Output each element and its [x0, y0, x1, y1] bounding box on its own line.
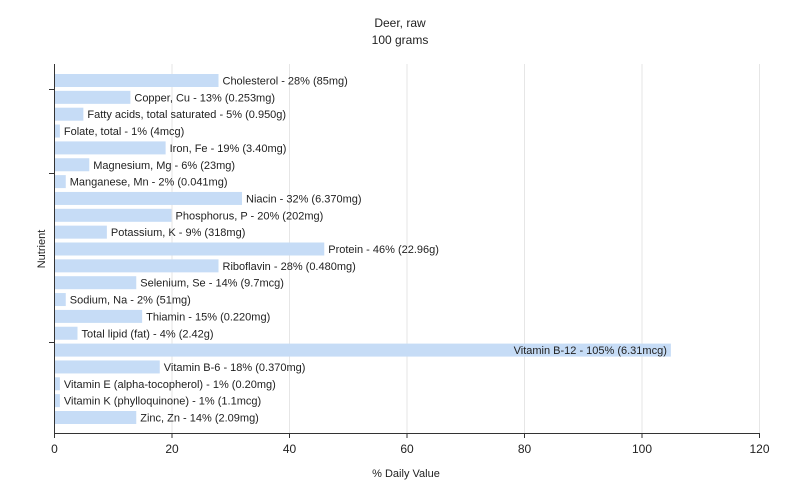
x-tick-label: 100	[632, 442, 652, 456]
bar-label: Selenium, Se - 14% (9.7mcg)	[140, 278, 284, 290]
bar	[55, 107, 84, 121]
x-tick-label: 60	[400, 442, 414, 456]
bar	[55, 259, 219, 273]
bar	[55, 360, 160, 374]
bar-label: Iron, Fe - 19% (3.40mg)	[170, 143, 287, 155]
x-tick-label: 80	[518, 442, 532, 456]
x-tick-label: 120	[749, 442, 769, 456]
bar	[55, 242, 325, 256]
x-axis-label: % Daily Value	[372, 468, 440, 480]
bar-label: Protein - 46% (22.96g)	[328, 244, 439, 256]
bar-label: Thiamin - 15% (0.220mg)	[146, 311, 270, 323]
x-tick-label: 0	[51, 442, 58, 456]
bar-label: Total lipid (fat) - 4% (2.42g)	[82, 328, 214, 340]
bar-label: Phosphorus, P - 20% (202mg)	[176, 210, 324, 222]
bar-label: Magnesium, Mg - 6% (23mg)	[93, 160, 235, 172]
bar	[55, 343, 671, 357]
y-axis-label: Nutrient	[36, 230, 48, 269]
bar-label: Fatty acids, total saturated - 5% (0.950…	[87, 109, 286, 121]
bar-label: Niacin - 32% (6.370mg)	[246, 193, 362, 205]
bar-label: Copper, Cu - 13% (0.253mg)	[134, 92, 275, 104]
bar-label: Zinc, Zn - 14% (2.09mg)	[140, 413, 259, 425]
bar	[55, 191, 242, 205]
grid-lines	[171, 64, 760, 433]
bar	[55, 411, 137, 424]
x-tick-label: 40	[283, 442, 297, 456]
bar	[55, 124, 60, 138]
bar	[55, 175, 66, 189]
bar	[55, 90, 131, 104]
bar	[55, 326, 78, 340]
bar	[55, 377, 60, 391]
x-tick-label: 20	[165, 442, 179, 456]
bar-label: Sodium, Na - 2% (51mg)	[70, 295, 191, 307]
bar	[55, 276, 137, 290]
bar	[55, 74, 219, 87]
bar-label: Cholesterol - 28% (85mg)	[223, 76, 348, 88]
bar-label: Potassium, K - 9% (318mg)	[111, 227, 246, 239]
x-ticks: 0 20 40 60 80 100 120	[51, 433, 770, 456]
chart-title: Deer, raw	[374, 16, 426, 30]
bar	[55, 158, 90, 172]
bars: Cholesterol - 28% (85mg) Copper, Cu - 13%…	[55, 74, 671, 425]
bar-label: Vitamin E (alpha-tocopherol) - 1% (0.20m…	[64, 379, 276, 391]
bar	[55, 141, 166, 155]
bar-label: Manganese, Mn - 2% (0.041mg)	[70, 177, 228, 189]
bar	[55, 394, 60, 408]
chart-subtitle: 100 grams	[372, 33, 429, 47]
bar-label: Vitamin K (phylloquinone) - 1% (1.1mcg)	[64, 396, 261, 408]
bar-label: Riboflavin - 28% (0.480mg)	[223, 261, 356, 273]
bar	[55, 293, 66, 307]
bar-label: Vitamin B-6 - 18% (0.370mg)	[164, 362, 306, 374]
bar-label: Folate, total - 1% (4mcg)	[64, 126, 184, 138]
bar	[55, 225, 107, 239]
bar-label: Vitamin B-12 - 105% (6.31mcg)	[514, 345, 667, 357]
bar	[55, 208, 172, 222]
bar	[55, 309, 143, 323]
